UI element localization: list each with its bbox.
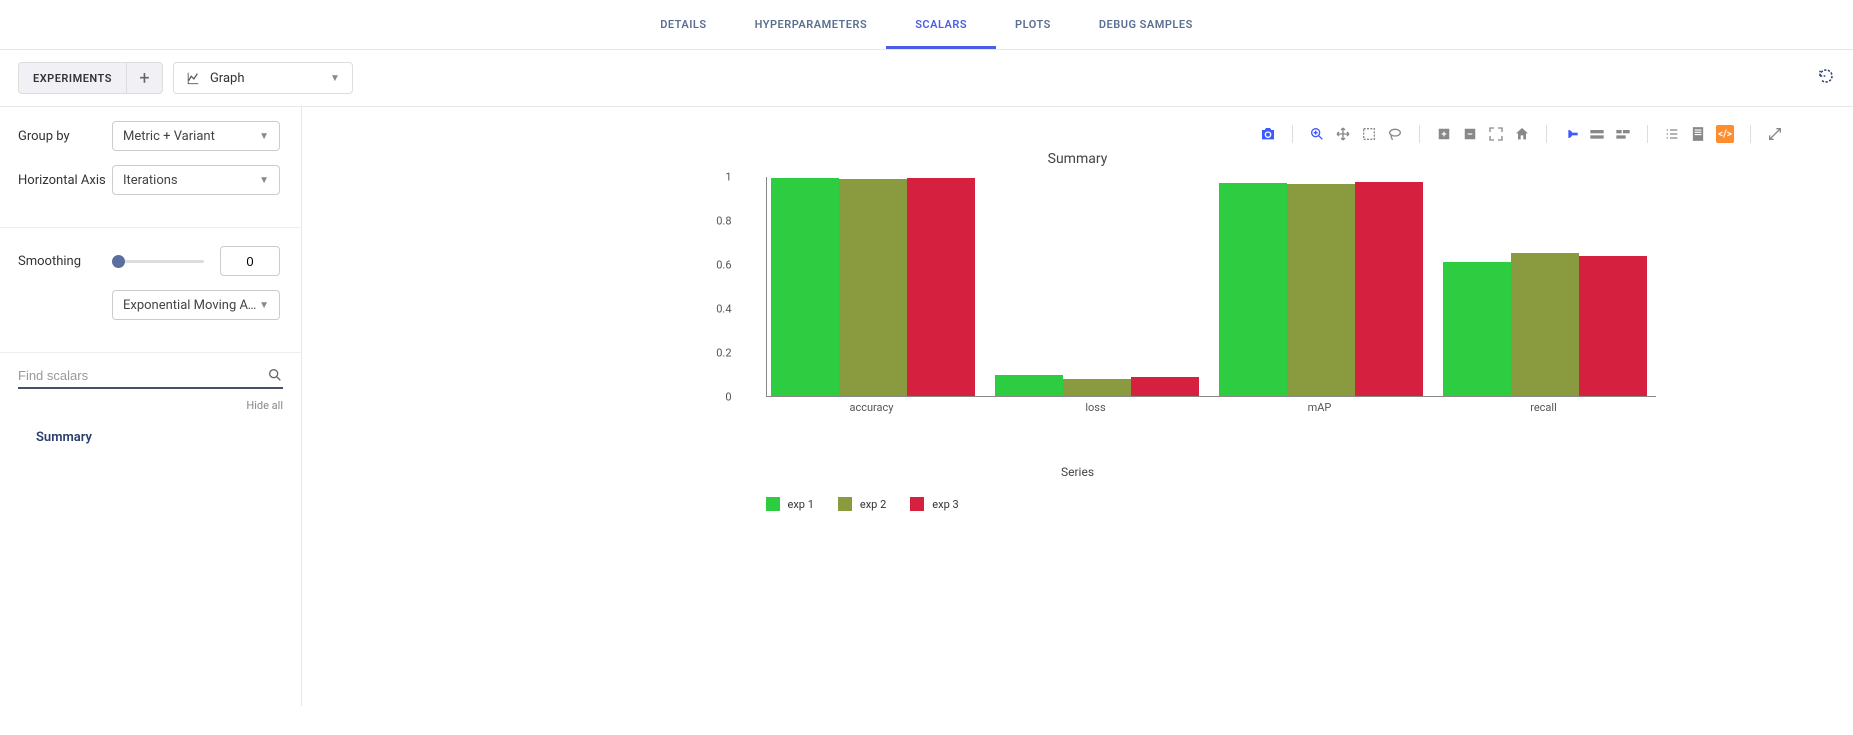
y-tick: 1 [725,171,731,184]
y-tick: 0.8 [716,215,731,228]
view-mode-select[interactable]: Graph ▼ [173,62,353,94]
chevron-down-icon: ▼ [259,131,269,142]
y-tick: 0.2 [716,347,731,360]
legend-swatch [910,497,924,511]
zoom-in-icon[interactable] [1436,126,1452,142]
chart-area: </> Summary 0 0.2 0.4 0.6 0.8 1 accuracy loss m… [302,107,1853,706]
bar[interactable] [1355,182,1423,397]
legend-swatch [766,497,780,511]
tab-scalars[interactable]: SCALARS [911,1,971,48]
refresh-icon[interactable] [1817,67,1835,89]
camera-icon[interactable] [1260,126,1276,142]
chart-plot[interactable] [766,177,1656,397]
chart-toolbar: </> [322,117,1833,151]
chevron-down-icon: ▼ [330,73,340,84]
bar[interactable] [1063,379,1131,396]
tab-details[interactable]: DETAILS [656,1,710,48]
search-icon[interactable] [267,367,283,383]
x-tick: recall [1442,401,1646,414]
search-input[interactable] [18,368,267,383]
sidebar: Group by Metric + Variant ▼ Horizontal A… [0,107,302,706]
bar[interactable] [1511,253,1579,396]
group-by-value: Metric + Variant [123,129,215,144]
legend-swatch [838,497,852,511]
autoscale-icon[interactable] [1488,126,1504,142]
reset-axes-icon[interactable] [1514,126,1530,142]
bar[interactable] [1219,183,1287,396]
bar[interactable] [1287,184,1355,396]
experiments-button[interactable]: EXPERIMENTS + [18,62,163,94]
tab-debug-samples[interactable]: DEBUG SAMPLES [1095,1,1197,48]
x-tick: loss [994,401,1198,414]
zoom-out-icon[interactable] [1462,126,1478,142]
main-area: Group by Metric + Variant ▼ Horizontal A… [0,106,1853,706]
bar[interactable] [907,178,975,396]
toolbar: EXPERIMENTS + Graph ▼ [0,50,1853,106]
bar[interactable] [771,178,839,396]
y-tick: 0 [725,391,731,404]
bar[interactable] [1579,256,1647,396]
bar-group [1219,182,1423,397]
smoothing-slider[interactable] [112,260,204,263]
add-experiment-icon[interactable]: + [126,63,162,93]
chevron-down-icon: ▼ [259,175,269,186]
y-tick: 0.6 [716,259,731,272]
scalar-item-summary[interactable]: Summary [0,422,301,453]
pan-icon[interactable] [1335,126,1351,142]
graph-icon [186,71,200,85]
legend-item[interactable]: exp 3 [910,497,958,511]
chevron-down-icon: ▼ [259,300,269,311]
hide-all-link[interactable]: Hide all [0,393,301,422]
download-csv-icon[interactable] [1690,126,1706,142]
compare-mode-icon[interactable] [1615,126,1631,142]
embed-icon[interactable]: </> [1716,125,1734,143]
legend-item[interactable]: exp 1 [766,497,814,511]
tab-hyperparameters[interactable]: HYPERPARAMETERS [751,1,872,48]
lasso-icon[interactable] [1387,126,1403,142]
x-axis-label: Series [598,465,1558,479]
horizontal-axis-value: Iterations [123,173,178,188]
smoothing-method-select[interactable]: Exponential Moving Ave… ▼ [112,290,280,320]
legend-item[interactable]: exp 2 [838,497,886,511]
y-tick: 0.4 [716,303,731,316]
bar-group [995,375,1199,396]
x-tick: mAP [1218,401,1422,414]
chart-legend: exp 1 exp 2 exp 3 [766,497,1558,511]
scalar-search [18,363,283,389]
bar[interactable] [839,179,907,396]
view-mode-label: Graph [210,71,245,86]
zoom-icon[interactable] [1309,126,1325,142]
tab-plots[interactable]: PLOTS [1011,1,1055,48]
smoothing-label: Smoothing [18,254,112,269]
legend-icon[interactable] [1664,126,1680,142]
group-by-select[interactable]: Metric + Variant ▼ [112,121,280,151]
smoothing-method-value: Exponential Moving Ave… [123,298,259,313]
chart-container: 00.20.40.60.81 accuracylossmAPrecall Ser… [598,177,1558,511]
expand-icon[interactable] [1767,126,1783,142]
bar[interactable] [1443,262,1511,396]
bar-group [1443,253,1647,396]
horizontal-axis-label: Horizontal Axis [18,173,112,188]
hover-mode-icon[interactable] [1589,126,1605,142]
chart-title: Summary [322,151,1833,167]
bar[interactable] [995,375,1063,396]
x-tick: accuracy [770,401,974,414]
legend-label: exp 1 [788,498,814,511]
top-tabs: DETAILS HYPERPARAMETERS SCALARS PLOTS DE… [0,0,1853,50]
horizontal-axis-select[interactable]: Iterations ▼ [112,165,280,195]
box-select-icon[interactable] [1361,126,1377,142]
experiments-label: EXPERIMENTS [19,72,126,85]
spike-toggle-icon[interactable] [1563,126,1579,142]
smoothing-input[interactable] [220,246,280,276]
bar-group [771,178,975,396]
slider-thumb[interactable] [112,255,125,268]
legend-label: exp 2 [860,498,886,511]
bar[interactable] [1131,377,1199,396]
group-by-label: Group by [18,129,112,144]
legend-label: exp 3 [932,498,958,511]
